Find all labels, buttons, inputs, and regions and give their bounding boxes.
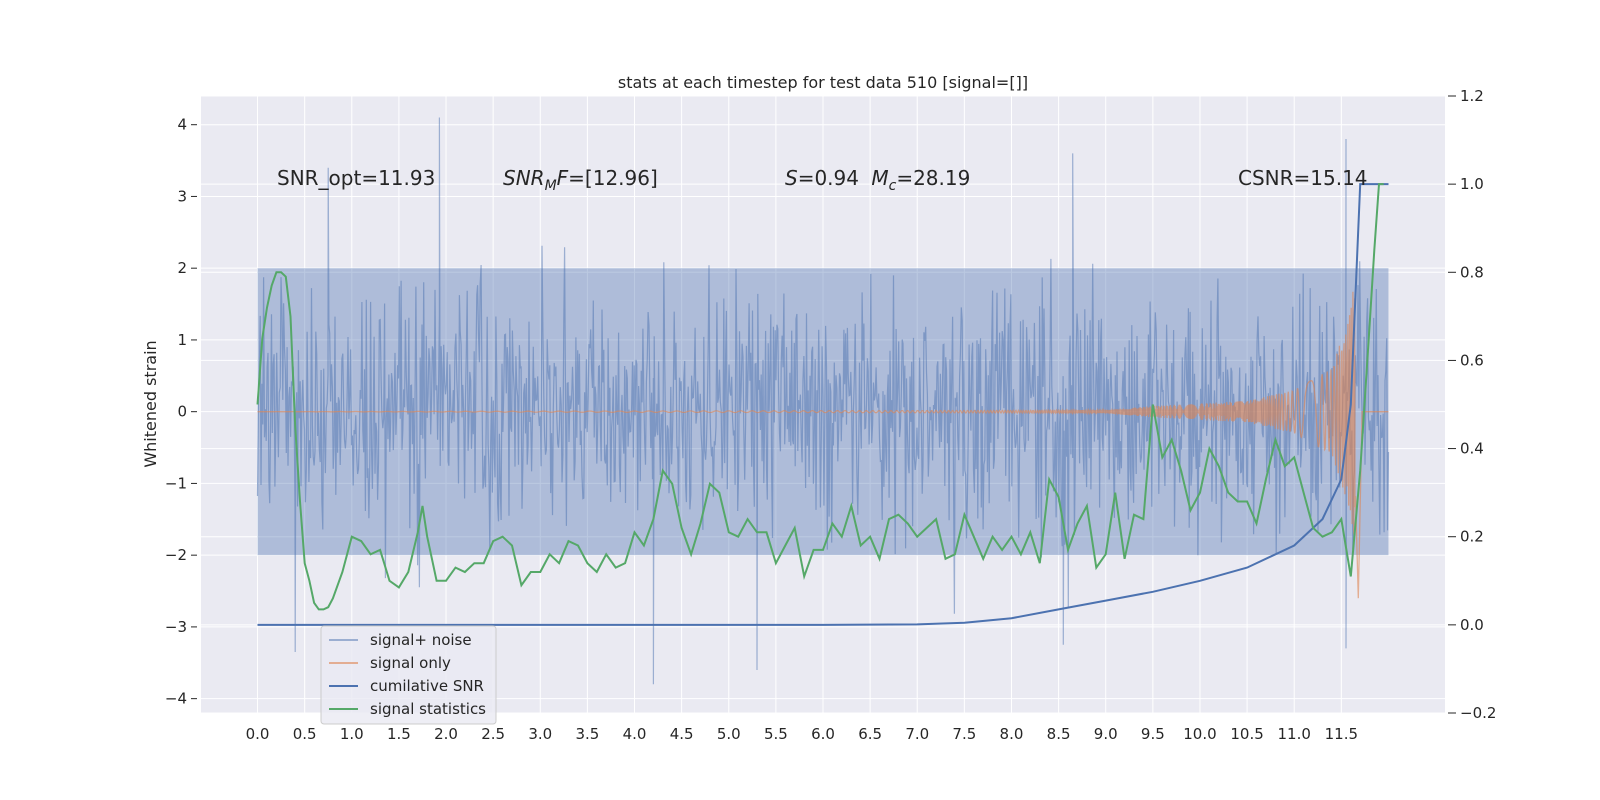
x-tick-label: 8.5 [1047,725,1071,743]
y2-tick-label: 0.0 [1460,616,1484,634]
y2-tick-label: 0.2 [1460,528,1484,546]
signal-statistics-line [256,183,1384,611]
x-tick-label: 7.5 [952,725,976,743]
x-tick-label: 0.0 [246,725,270,743]
y-tick-label: 3 [177,187,187,205]
legend-box [320,625,497,725]
chart-title: stats at each timestep for test data 510… [618,73,1028,92]
x-tick-label: 10.0 [1183,725,1216,743]
signal-plus-noise-line [256,117,1390,685]
x-tick-label: 1.0 [340,725,364,743]
x-tick-label: 1.5 [387,725,411,743]
series-layer [256,183,1389,626]
y2-tick-label: 0.4 [1460,440,1484,458]
legend-label: cumilative SNR [370,677,484,695]
y-tick-label: 1 [177,331,187,349]
y2-tick-label: 1.0 [1460,175,1484,193]
x-tick-label: 9.5 [1141,725,1165,743]
y-axis-label: Whitened strain [141,340,160,467]
signal-only-line [257,291,1389,599]
x-tick-label: 2.5 [481,725,505,743]
y2-tick-label: 0.6 [1460,351,1484,369]
x-tick-label: 9.0 [1094,725,1118,743]
y-tick-label: −2 [165,546,187,564]
x-tick-label: 5.0 [717,725,741,743]
y-tick-label: 4 [177,116,187,134]
legend: signal+ noise signal only cumilative SNR si… [320,625,497,725]
x-tick-label: 6.0 [811,725,835,743]
y2-tick-label: 0.8 [1460,263,1484,281]
x-tick-label: 4.0 [623,725,647,743]
x-tick-label: 3.0 [528,725,552,743]
x-tick-label: 3.5 [575,725,599,743]
y-tick-label: −3 [165,618,187,636]
annotation-snr-opt: SNR_opt=11.93 [277,166,435,190]
axes: 0.0 0.5 1.0 1.5 2.0 2.5 3.0 3.5 4.0 4.5 5.0 5.5 6.0 6… [165,87,1497,743]
annotation-snr-mf: SNRMF=[12.96] [503,166,658,194]
legend-label: signal only [370,654,451,672]
x-tick-label: 7.0 [905,725,929,743]
y2-tick-label: 1.2 [1460,87,1484,105]
cumulative-snr-line [257,183,1389,626]
y-tick-label: −1 [165,474,187,492]
x-tick-label: 10.5 [1230,725,1263,743]
annotation-csnr: CSNR=15.14 [1238,166,1368,190]
x-tick-label: 2.0 [434,725,458,743]
y-tick-label: −4 [165,690,187,708]
y-tick-label: 2 [177,259,187,277]
annotation-s-mc: S=0.94 Mc=28.19 [785,166,970,194]
annotations: SNR_opt=11.93 SNRMF=[12.96] S=0.94 Mc=28.1… [277,166,1368,194]
legend-label: signal+ noise [370,631,472,649]
x-tick-label: 4.5 [670,725,694,743]
x-tick-label: 11.0 [1278,725,1311,743]
x-tick-label: 0.5 [293,725,317,743]
y-tick-label: 0 [177,403,187,421]
legend-label: signal statistics [370,700,486,718]
x-tick-label: 11.5 [1325,725,1358,743]
x-tick-label: 8.0 [1000,725,1024,743]
x-tick-label: 6.5 [858,725,882,743]
x-tick-label: 5.5 [764,725,788,743]
y2-tick-label: −0.2 [1460,704,1496,722]
